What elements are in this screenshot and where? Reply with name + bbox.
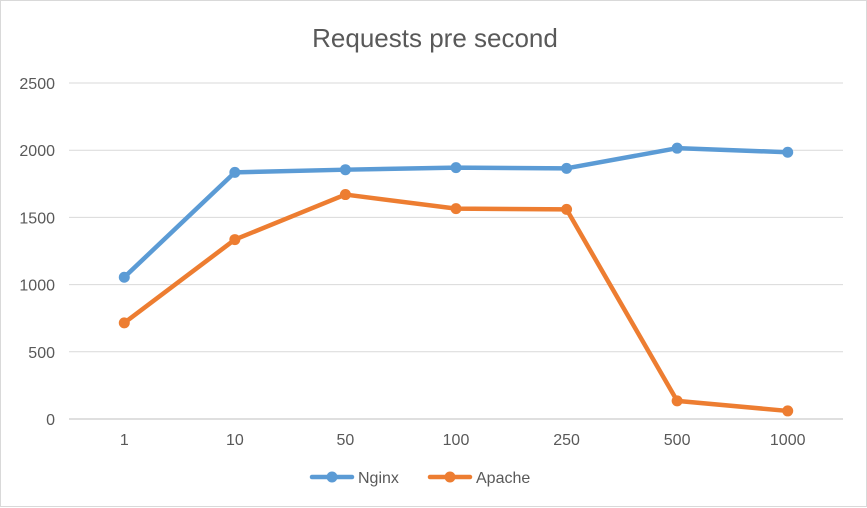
data-point [229, 166, 241, 178]
series-line [122, 192, 790, 414]
legend: Nginx Apache [309, 470, 530, 487]
data-point [118, 271, 130, 283]
legend-item-apache: Apache [427, 470, 530, 487]
legend-swatch-marker [326, 471, 338, 483]
data-point [671, 142, 683, 154]
legend-label: Nginx [358, 470, 399, 487]
series-layer [118, 142, 794, 417]
data-point [229, 234, 241, 246]
x-tick-label: 1000 [770, 432, 806, 449]
legend-swatch-marker [444, 471, 456, 483]
data-point [782, 405, 794, 417]
x-tick-label: 250 [553, 432, 580, 449]
legend-label: Apache [476, 470, 530, 487]
data-point [782, 146, 794, 158]
y-tick-label: 2000 [19, 143, 55, 160]
y-tick-label: 1000 [19, 278, 55, 295]
gridlines [69, 82, 843, 420]
data-point [118, 317, 130, 329]
data-point [339, 189, 351, 201]
x-tick-label: 1 [120, 432, 129, 449]
x-tick-label: 100 [443, 432, 470, 449]
data-point [561, 162, 573, 174]
data-point [339, 164, 351, 176]
data-point [450, 203, 462, 215]
chart-title: Requests pre second [312, 23, 558, 53]
y-tick-label: 1500 [19, 210, 55, 227]
series-nginx [118, 142, 794, 283]
data-point [671, 395, 683, 407]
x-tick-label: 50 [337, 432, 355, 449]
x-axis-tick-labels: 1 10 50 100 250 500 1000 [120, 432, 806, 449]
y-axis-tick-labels: 0 500 1000 1500 2000 2500 [19, 76, 55, 429]
y-tick-label: 500 [28, 345, 55, 362]
data-point [450, 162, 462, 174]
x-tick-label: 10 [226, 432, 244, 449]
x-tick-label: 500 [664, 432, 691, 449]
y-tick-label: 2500 [19, 76, 55, 93]
data-point [561, 203, 573, 215]
series-apache [118, 189, 794, 417]
y-tick-label: 0 [46, 412, 55, 429]
legend-item-nginx: Nginx [309, 470, 399, 487]
